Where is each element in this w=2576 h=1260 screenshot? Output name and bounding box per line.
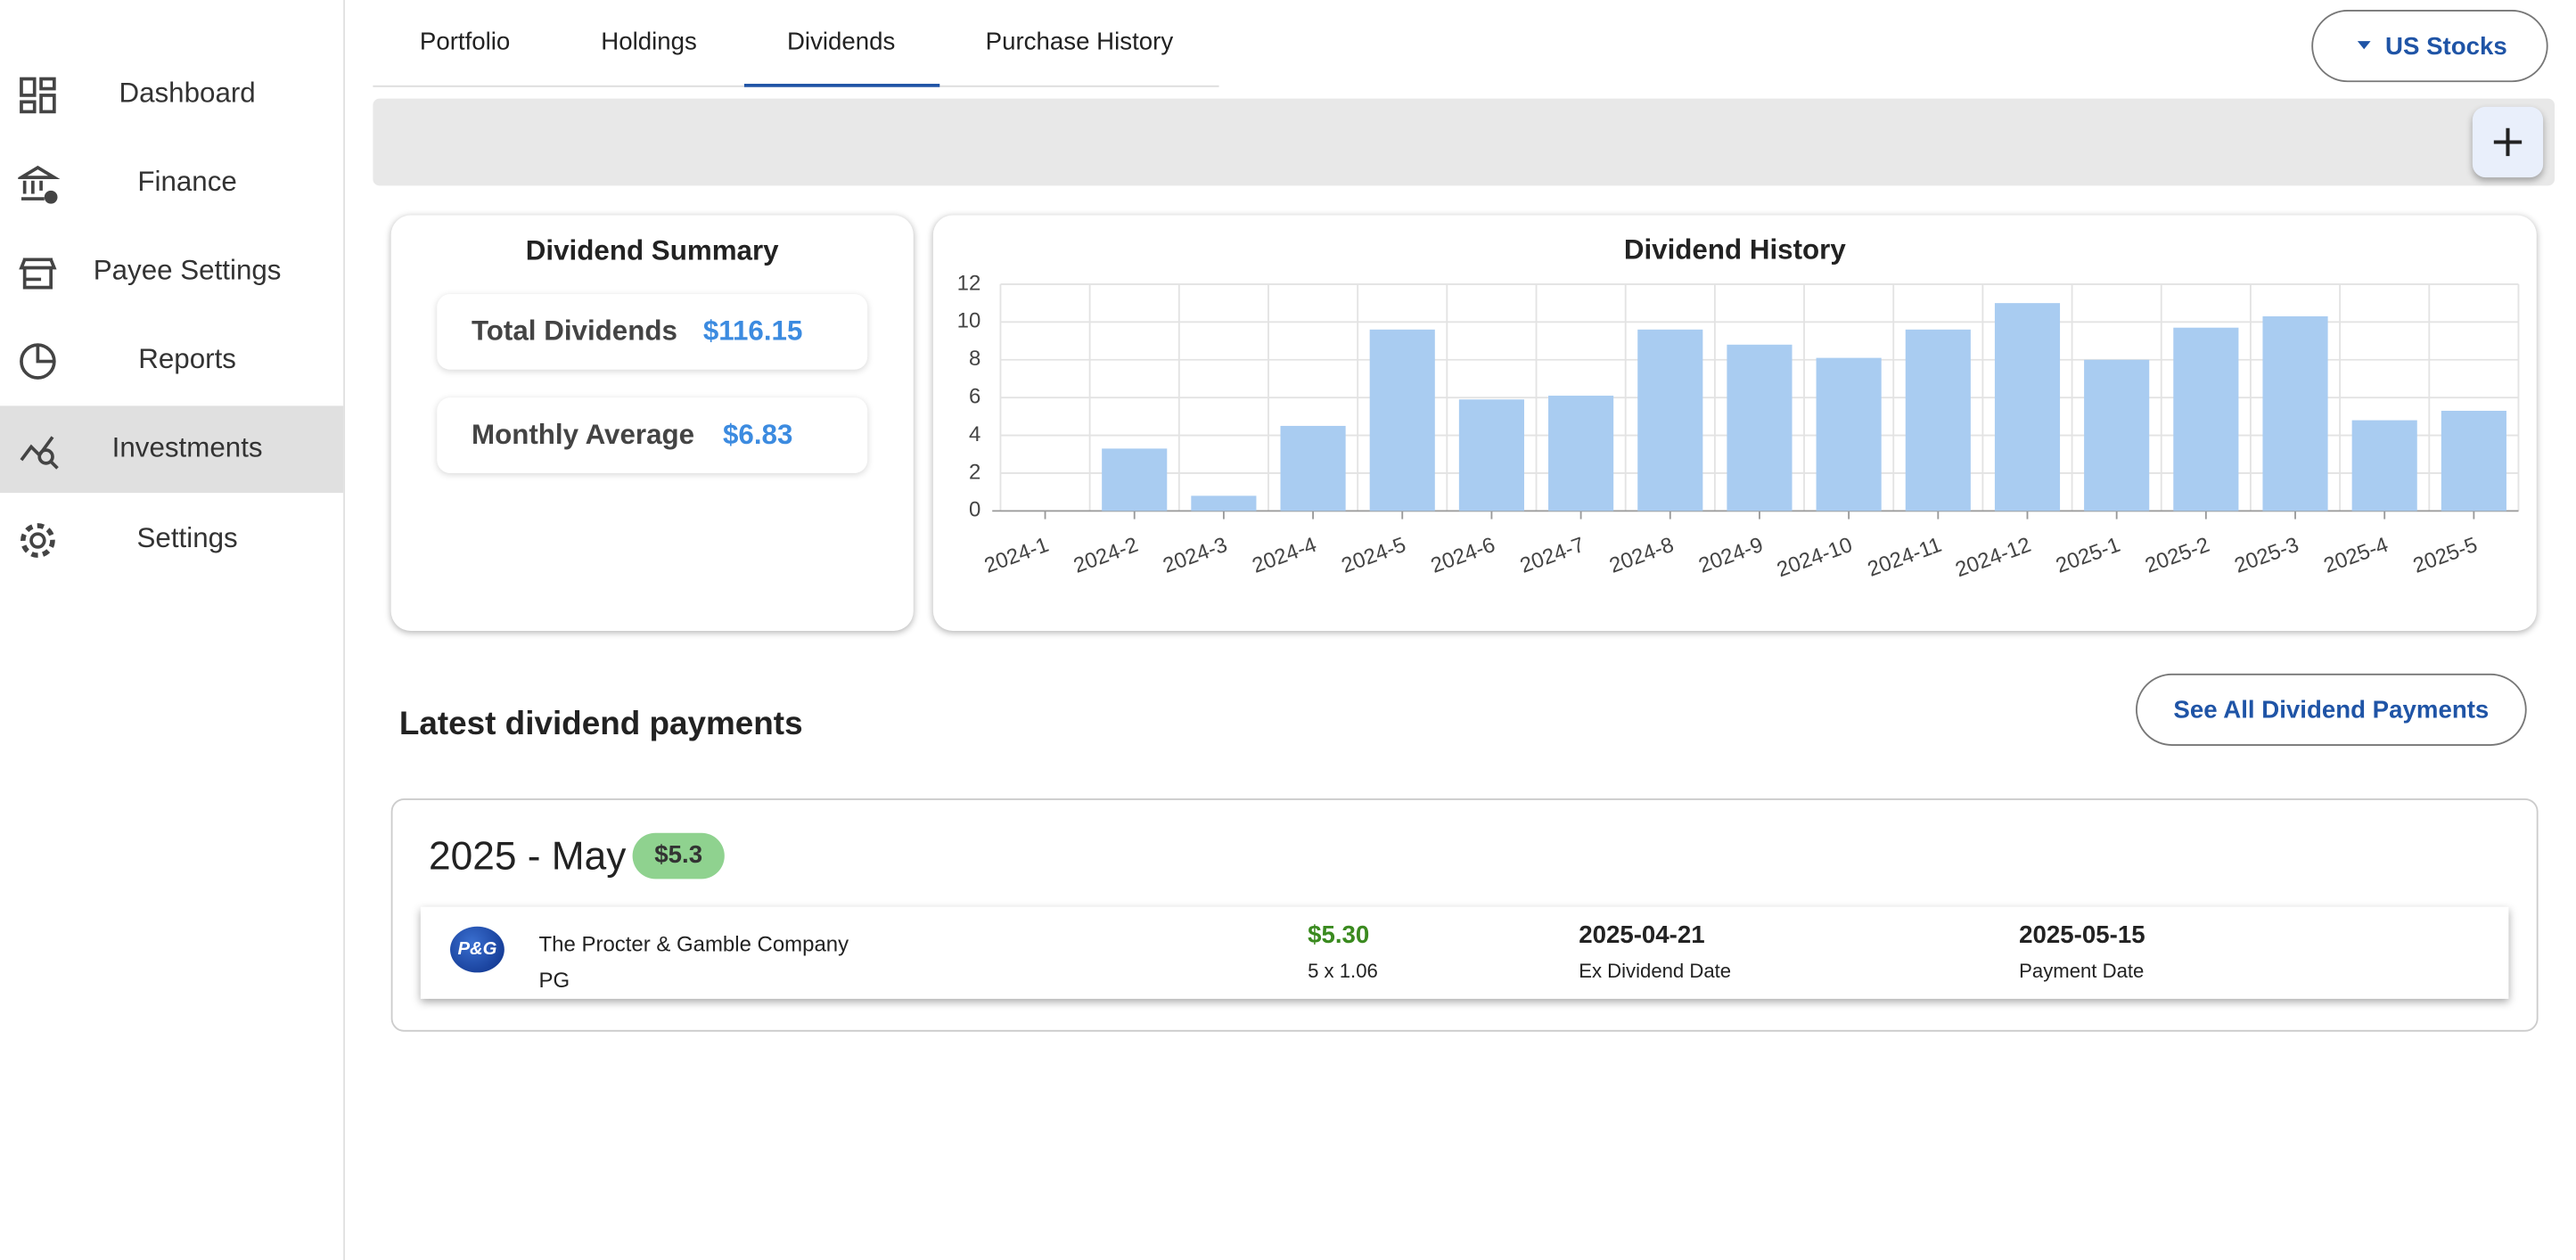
add-button[interactable] bbox=[2472, 106, 2544, 178]
bar bbox=[1369, 329, 1435, 511]
bar bbox=[1102, 448, 1168, 511]
x-tick-label: 2024-12 bbox=[1952, 533, 2034, 582]
nav-item[interactable]: Reports bbox=[0, 317, 343, 405]
x-tick-label: 2024-1 bbox=[981, 533, 1052, 578]
x-tick-label: 2025-2 bbox=[2142, 533, 2212, 578]
nav-label: Investments bbox=[111, 431, 263, 463]
market-label: US Stocks bbox=[2384, 31, 2507, 61]
sidebar: Dashboard Finance Payee Settings Reports… bbox=[0, 0, 346, 1260]
bar bbox=[1280, 425, 1346, 511]
nav-item[interactable]: Dashboard bbox=[0, 51, 343, 138]
x-tick-label: 2025-4 bbox=[2320, 533, 2391, 578]
x-tick-label: 2025-1 bbox=[2053, 533, 2123, 578]
x-tick-label: 2024-6 bbox=[1428, 533, 1498, 578]
icon bbox=[19, 258, 57, 290]
bar bbox=[2084, 359, 2150, 511]
nav-label: Reports bbox=[138, 343, 236, 375]
bar bbox=[1816, 357, 1882, 511]
summary-label: Monthly Average bbox=[471, 419, 695, 451]
bar bbox=[2441, 410, 2506, 511]
calculation: 5 x 1.06 bbox=[1308, 959, 1378, 983]
tab[interactable]: Dividends bbox=[786, 28, 896, 56]
icon bbox=[20, 343, 56, 380]
bar bbox=[2351, 420, 2417, 511]
chart: Dividend History 0 2 4 6 8 10 12 2024-1 2024-2 20… bbox=[957, 233, 2520, 582]
y-tick-label: 6 bbox=[969, 384, 980, 408]
plus-icon bbox=[2493, 127, 2523, 157]
x-tick-label: 2024-8 bbox=[1606, 533, 1677, 578]
caret bbox=[2357, 41, 2371, 50]
summary-label: Total Dividends bbox=[471, 315, 677, 347]
nav-item[interactable]: Finance bbox=[0, 140, 343, 227]
y-tick-label: 4 bbox=[969, 422, 980, 446]
nav-label: Payee Settings bbox=[93, 254, 282, 286]
payment-date: 2025-05-15 bbox=[2019, 921, 2145, 950]
tab[interactable]: Purchase History bbox=[985, 28, 1174, 56]
nav-item[interactable]: Investments bbox=[0, 405, 344, 494]
y-tick-label: 2 bbox=[969, 460, 980, 484]
ex-date: 2025-04-21 bbox=[1579, 921, 1705, 950]
icon bbox=[21, 523, 55, 558]
see-all-button[interactable]: See All Dividend Payments bbox=[2136, 673, 2527, 746]
payment-date-label: Payment Date bbox=[2019, 959, 2145, 983]
payment-group: 2025 - May $5.3 P&G The Procter & Gamble… bbox=[390, 798, 2539, 1032]
history-card: Dividend History 0 2 4 6 8 10 12 2024-1 2024-2 20… bbox=[932, 215, 2537, 631]
bar bbox=[2262, 315, 2328, 511]
y-tick-label: 12 bbox=[957, 271, 981, 295]
company-name: The Procter & Gamble Company bbox=[538, 931, 849, 956]
section-title: Latest dividend payments bbox=[398, 706, 803, 743]
amount: $5.30 bbox=[1308, 921, 1370, 950]
icon bbox=[20, 77, 56, 114]
bar bbox=[1994, 303, 2061, 511]
bar bbox=[1191, 495, 1257, 511]
x-tick-label: 2024-10 bbox=[1774, 533, 1856, 582]
payment-row: P&G The Procter & Gamble Company PG $5.3… bbox=[420, 906, 2509, 999]
ex-date-label: Ex Dividend Date bbox=[1579, 959, 1732, 983]
summary-row: Monthly Average $6.83 bbox=[437, 397, 867, 473]
nav-item[interactable]: Settings bbox=[0, 496, 343, 584]
icon bbox=[20, 436, 59, 470]
x-tick-label: 2024-2 bbox=[1071, 533, 1141, 578]
bar bbox=[1727, 344, 1793, 511]
nav-label: Settings bbox=[136, 522, 238, 554]
nav-item[interactable]: Payee Settings bbox=[0, 228, 343, 315]
toolbar bbox=[373, 98, 2555, 186]
y-tick-label: 10 bbox=[957, 309, 981, 333]
x-tick-label: 2024-11 bbox=[1865, 533, 1945, 582]
bar bbox=[1637, 329, 1703, 511]
summary-row: Total Dividends $116.15 bbox=[437, 294, 867, 370]
period-total: $5.3 bbox=[632, 832, 725, 880]
button-label: See All Dividend Payments bbox=[2173, 695, 2490, 724]
x-tick-label: 2024-5 bbox=[1339, 533, 1409, 578]
summary-value: $116.15 bbox=[702, 315, 803, 347]
market-selector[interactable]: US Stocks bbox=[2311, 10, 2548, 83]
x-tick-label: 2025-3 bbox=[2231, 533, 2301, 578]
y-tick-label: 8 bbox=[969, 347, 980, 371]
nav-label: Dashboard bbox=[119, 77, 256, 109]
chart-title: Dividend History bbox=[1624, 233, 1846, 265]
company-logo: P&G bbox=[450, 926, 505, 973]
x-tick-label: 2024-3 bbox=[1160, 533, 1230, 578]
card-title: Dividend Summary bbox=[525, 234, 779, 266]
bar bbox=[1458, 399, 1524, 511]
x-tick-label: 2024-7 bbox=[1517, 533, 1587, 578]
summary-card: Dividend Summary Total Dividends $116.15… bbox=[390, 215, 914, 631]
bar bbox=[1548, 396, 1614, 511]
y-tick-label: 0 bbox=[969, 498, 980, 522]
bar bbox=[1905, 329, 1971, 511]
summary-value: $6.83 bbox=[722, 419, 793, 451]
bar bbox=[2173, 327, 2239, 511]
x-tick-label: 2024-4 bbox=[1249, 533, 1319, 578]
tab[interactable]: Holdings bbox=[601, 28, 697, 56]
period: 2025 - May bbox=[429, 834, 627, 880]
x-tick-label: 2024-9 bbox=[1695, 533, 1766, 578]
ticker: PG bbox=[538, 967, 570, 993]
x-tick-label: 2025-5 bbox=[2410, 533, 2481, 578]
nav-label: Finance bbox=[137, 166, 237, 198]
tab[interactable]: Portfolio bbox=[419, 28, 511, 56]
icon bbox=[18, 165, 61, 204]
tab-indicator bbox=[743, 84, 940, 87]
